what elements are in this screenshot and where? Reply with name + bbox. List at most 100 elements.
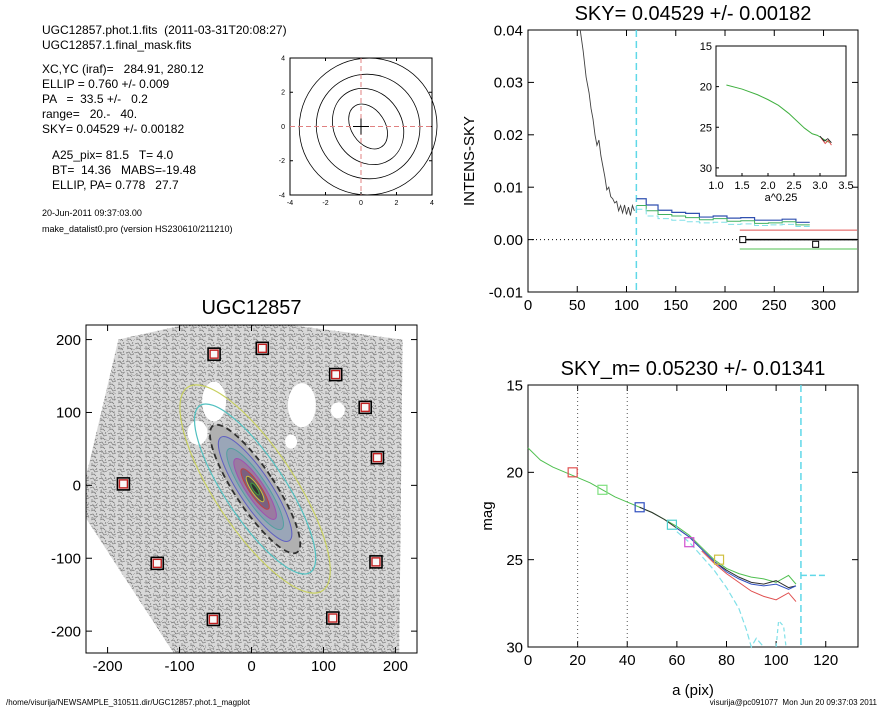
masked-region (187, 420, 208, 445)
inset-frame (715, 45, 847, 177)
x-tick-label: 0 (524, 297, 532, 314)
plot-frame (527, 384, 859, 648)
y-tick-label: 25 (506, 552, 523, 569)
intensity-step-green (636, 205, 810, 226)
intensity-step-blue (636, 198, 810, 223)
info-bt: BT= 14.36 MABS=-19.48 (52, 163, 197, 177)
sky-title: SKY= 0.04529 +/- 0.00182 (575, 3, 812, 25)
inset-mag-curve-red (820, 137, 832, 146)
star-mask-inner (208, 614, 219, 625)
mini-contour-plot: -4 -2 0 2 4 -4 -2 0 2 4 (279, 55, 438, 207)
contour-ellipse (348, 103, 388, 150)
star-mask-inner (118, 479, 129, 489)
info-a25: A25_pix= 81.5 T= 4.0 (52, 148, 174, 162)
y-tick-label: 4 (281, 55, 285, 62)
x-tick-label: 100 (311, 658, 336, 675)
inset-x-tick-label: 3.5 (838, 180, 853, 192)
star-mask-inner (371, 557, 381, 567)
isophote-ellipse (250, 482, 260, 496)
x-tick-label: 100 (614, 297, 639, 314)
intensity-profile-line (579, 29, 635, 216)
y-tick-label: -100 (51, 550, 81, 567)
masked-region (287, 383, 316, 428)
info-fits-file: UGC12857.phot.1.fits (2011-03-31T20:08:2… (42, 23, 287, 37)
y-tick-label: 0.00 (494, 232, 523, 249)
star-mask-inner (330, 369, 341, 380)
x-tick-label: 200 (383, 658, 408, 675)
contour-ellipse (298, 57, 438, 196)
y-tick-label: 0 (281, 124, 285, 131)
mag-profile-plot: 0 20 40 60 80 100 120 15 20 25 30 SKY_m= 0.05230 +/… (479, 358, 859, 699)
mag-xlabel: a (pix) (672, 682, 714, 699)
inset-y-tick-label: 30 (700, 163, 712, 175)
mag-curve-cyan-tail (775, 619, 787, 648)
x-tick-label: 4 (430, 200, 434, 207)
x-tick-label: 150 (663, 297, 688, 314)
inset-x-tick-label: 1.0 (708, 180, 723, 192)
x-tick-label: -2 (322, 200, 328, 207)
masked-region (330, 402, 345, 419)
x-tick-label: 0 (247, 658, 255, 675)
y-tick-label: -2 (279, 158, 285, 165)
x-tick-label: 0 (359, 200, 363, 207)
x-tick-label: -100 (165, 658, 195, 675)
mag-curve (676, 527, 797, 590)
mag-ylabel: mag (479, 501, 496, 530)
y-tick-label: -0.01 (489, 284, 523, 301)
contour-ellipse (315, 73, 421, 180)
footer-path: /home/visurija/NEWSAMPLE_310511.dir/UGC1… (6, 698, 250, 707)
y-tick-label: 0.04 (494, 22, 523, 39)
y-tick-label: 0.03 (494, 75, 523, 92)
y-tick-label: 0 (73, 478, 81, 495)
inset-y-tick-label: 25 (700, 122, 712, 134)
inset-mag-curve-black (819, 135, 832, 143)
mag-curve-cyan (676, 531, 765, 649)
star-mask-inner (209, 349, 219, 359)
inset-y-tick-label: 20 (700, 82, 712, 94)
mag-square-marker (684, 537, 695, 548)
inset-x-tick-label: 1.5 (734, 180, 749, 192)
info-range: range= 20.- 40. (42, 107, 138, 121)
footer-user-date: visurija@pc091077 Mon Jun 20 09:37:03 20… (709, 698, 877, 707)
sky-profile-plot: 0 50 100 150 200 250 300 -0.01 0.00 0.01 0.02 0.03 0… (461, 3, 859, 314)
y-tick-label: 30 (506, 639, 523, 656)
mag-square-marker (597, 484, 608, 495)
mag-title: SKY_m= 0.05230 +/- 0.01341 (561, 358, 826, 380)
star-mask-inner (328, 613, 338, 623)
inset-x-tick-label: 2.0 (760, 180, 775, 192)
inset-x-tick-label: 2.5 (786, 180, 801, 192)
image-title: UGC12857 (201, 297, 301, 319)
x-tick-label: 50 (569, 297, 586, 314)
star-mask-inner (372, 452, 383, 463)
mag-curve (639, 506, 797, 589)
x-tick-label: 40 (619, 652, 636, 669)
masked-region (285, 434, 298, 449)
x-tick-label: 250 (762, 297, 787, 314)
star-mask-inner (152, 558, 162, 569)
sky-square-marker (739, 236, 747, 244)
x-tick-label: 80 (718, 652, 735, 669)
x-tick-label: -200 (93, 658, 123, 675)
info-panel: UGC12857.phot.1.fits (2011-03-31T20:08:2… (0, 0, 290, 240)
mag-square-marker (567, 467, 578, 478)
x-tick-label: 2 (395, 200, 399, 207)
contour-ellipse (332, 87, 405, 166)
x-tick-label: 300 (811, 297, 836, 314)
intensity-step-cyan (636, 208, 810, 227)
y-tick-label: 0.02 (494, 127, 523, 144)
inset-y-tick-label: 15 (700, 41, 712, 53)
masked-region (202, 381, 227, 422)
info-pa: PA = 33.5 +/- 0.2 (42, 92, 148, 106)
info-sky: SKY= 0.04529 +/- 0.00182 (42, 122, 185, 136)
star-mask-inner (360, 402, 370, 413)
x-tick-label: 200 (712, 297, 737, 314)
info-ellip: ELLIP = 0.760 +/- 0.009 (42, 77, 170, 91)
x-tick-label: 120 (813, 652, 838, 669)
info-date: 20-Jun-2011 09:37:03.00 (42, 208, 142, 218)
x-tick-label: 60 (669, 652, 686, 669)
image-content (86, 325, 403, 653)
isophote-ellipse (193, 403, 317, 575)
x-tick-label: 100 (764, 652, 789, 669)
isophote-ellipse (179, 384, 331, 594)
